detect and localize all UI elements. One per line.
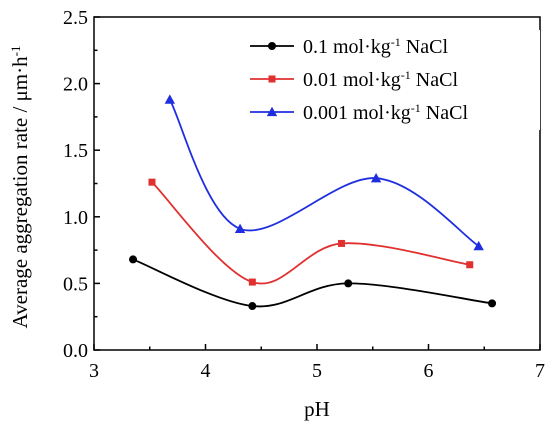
x-axis-title: pH bbox=[304, 397, 330, 421]
x-tick-label: 3 bbox=[89, 360, 99, 382]
data-point-0-1-molal bbox=[344, 279, 353, 288]
data-point-0-001-molal bbox=[164, 94, 176, 104]
series-line-0-1-molal bbox=[132, 258, 493, 308]
tick-labels: 3 4 5 6 7 0.0 0.5 1.0 1.5 2.0 2.5 bbox=[63, 7, 545, 382]
data-point-0-001-molal bbox=[370, 172, 382, 183]
data-point-0-01-molal bbox=[148, 178, 156, 186]
legend-label-0-001-molal: 0.001 mol·kg-1 NaCl bbox=[303, 101, 468, 124]
y-tick-label: 1.5 bbox=[63, 140, 88, 162]
y-tick-label: 2.5 bbox=[63, 7, 88, 29]
series-curves bbox=[132, 99, 493, 308]
y-tick-label: 0.5 bbox=[63, 273, 88, 295]
legend-label-superscript: -1 bbox=[401, 68, 411, 82]
data-point-0-1-molal bbox=[488, 299, 497, 308]
legend-label-0-1-molal: 0.1 mol·kg-1 NaCl bbox=[303, 35, 448, 58]
y-tick-label: 0.0 bbox=[63, 340, 88, 362]
x-tick-label: 5 bbox=[312, 360, 322, 382]
legend-label-superscript: -1 bbox=[411, 101, 421, 115]
series-line-0-001-molal bbox=[169, 99, 480, 247]
series-line-0-01-molal bbox=[151, 181, 470, 285]
y-axis-title: Average aggregation rate / μm·h-1 bbox=[8, 46, 33, 329]
series-markers bbox=[129, 94, 497, 311]
legend-label-main: 0.01 mol·kg bbox=[303, 69, 401, 91]
data-point-0-01-molal bbox=[466, 261, 474, 269]
legend-label-0-01-molal: 0.01 mol·kg-1 NaCl bbox=[303, 68, 458, 91]
x-tick-label: 6 bbox=[424, 360, 434, 382]
x-tick-label: 7 bbox=[535, 360, 545, 382]
legend-marker-0-01-molal bbox=[268, 75, 276, 83]
y-tick-label: 1.0 bbox=[63, 207, 88, 229]
data-point-0-01-molal bbox=[248, 278, 256, 286]
axis-ticks bbox=[93, 16, 541, 351]
data-point-0-001-molal bbox=[234, 223, 246, 233]
legend-label-main: 0.1 mol·kg bbox=[303, 36, 391, 58]
data-point-0-1-molal bbox=[129, 255, 138, 264]
data-point-0-01-molal bbox=[338, 239, 346, 247]
data-point-0-001-molal bbox=[473, 240, 484, 251]
y-tick-label: 2.0 bbox=[63, 74, 88, 96]
x-tick-label: 4 bbox=[201, 360, 211, 382]
y-axis-title-main: Average aggregation rate / μm·h bbox=[8, 56, 32, 329]
legend-label-suffix: NaCl bbox=[421, 102, 469, 124]
data-point-0-1-molal bbox=[248, 302, 257, 311]
legend-label-suffix: NaCl bbox=[401, 36, 449, 58]
legend-marker-0-1-molal bbox=[268, 42, 276, 50]
legend-label-main: 0.001 mol·kg bbox=[303, 102, 411, 124]
legend-marker-0-001-molal bbox=[266, 106, 278, 117]
legend-label-suffix: NaCl bbox=[411, 69, 459, 91]
y-axis-title-superscript: -1 bbox=[8, 46, 23, 57]
legend-label-superscript: -1 bbox=[391, 35, 401, 49]
